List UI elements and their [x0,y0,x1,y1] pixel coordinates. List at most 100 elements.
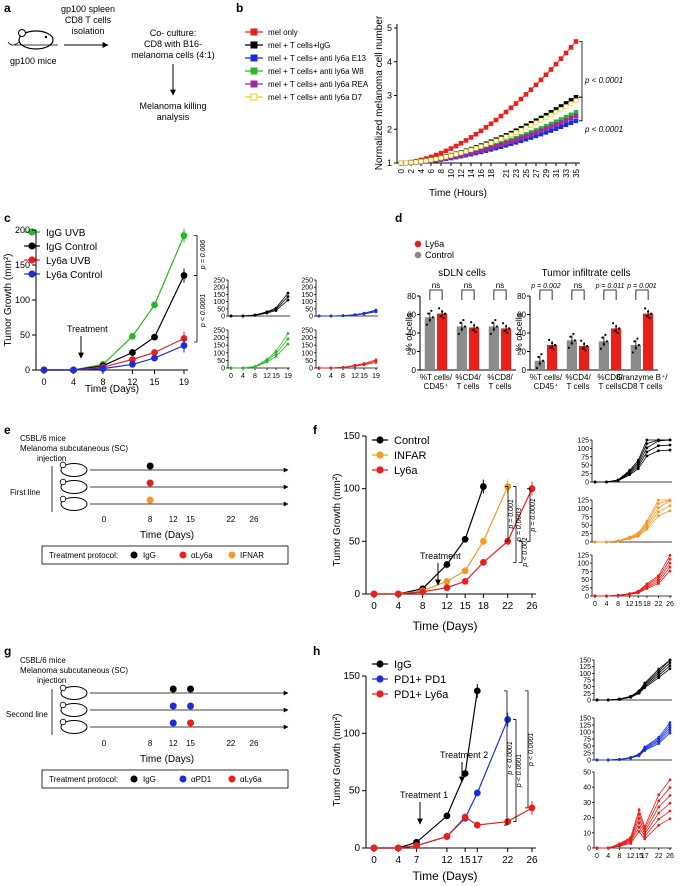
d-dot [551,341,554,345]
b-point [443,154,449,160]
f-pvalue: p = 0.001 [508,499,515,529]
h-legend-marker [376,690,384,698]
f-small-curve [595,439,670,483]
c-small-multiples: 0501001502002500501001502002500501001502… [213,278,380,381]
h-small-ytick-label: 20 [583,815,591,822]
h-small-point [618,697,621,701]
h-small-ytick-label: 125 [579,664,591,671]
f-sig-bracket [513,486,517,563]
h-small-ytick-label: 150 [579,658,591,665]
f-small-point [657,506,660,510]
f-small-point [657,510,660,514]
b-point [398,160,404,166]
f-point [461,577,469,585]
g-treatment-dot [169,719,177,727]
c-small-ytick-label: 50 [217,306,225,313]
f-xtick-label: 12 [441,601,453,612]
c-xtick-label: 4 [71,377,76,387]
h-small-xtick-label: 17 [641,853,649,860]
c-small-ytick-label: 50 [305,306,313,313]
h-small-xtick-label: 22 [655,853,663,860]
h-small-point [668,728,672,732]
d-ytick-label: 20 [517,348,526,357]
d-dot [439,315,442,318]
e-protocol-igg: IgG [143,551,156,560]
b-point [568,45,574,50]
f-small-point [645,446,649,450]
b-point [568,101,574,106]
c-small-point [353,363,357,367]
c-series-line [44,344,185,371]
h-small-point [657,793,661,797]
h-small-multiples: 0255075100125150025507510012515001020304… [579,658,674,861]
e-axis-tick-label: 26 [250,515,259,524]
h-small-point [657,823,661,827]
g-protocol-marker-igg [130,775,138,783]
c-ytick-label: 0 [25,365,30,375]
b-point [463,138,469,143]
g-protocol-igg: IgG [143,775,156,784]
c-small-point [374,308,378,312]
f-small-point [605,540,608,544]
panel-a: a gp100 mice gp100 spleen CD8 T cells is… [4,1,215,122]
h-small-point [637,817,641,820]
c-point [129,349,136,356]
b-pvalue-2: p < 0.0001 [584,125,623,134]
c-small-point [317,314,321,318]
f-pvalue: p = 0.0001 [530,498,537,532]
c-small-ytick-label: 150 [213,343,225,350]
h-point [461,813,469,821]
panel-c: c IgG UVB IgG Control Ly6a UVB Ly6a Control… [3,211,380,395]
d-subtitle-sdln: sDLN cells [438,268,486,279]
f-treatment-label: Treatment [420,551,461,561]
e-mouse-icon [60,497,88,511]
f-small-ytick-label: 75 [581,454,589,461]
b-point [558,124,564,130]
c-small-curve [319,359,377,369]
mouse-label: gp100 mice [10,56,57,66]
f-small-point [636,531,640,535]
f-small-ytick-label: 25 [581,531,589,538]
h-small-point [657,735,661,739]
b-xtick-label: 33 [562,168,571,177]
e-protocol-ly6a: αLy6a [191,551,213,560]
h-legend-label: IgG [394,659,412,671]
f-small-point [636,589,640,593]
d-pvalue: ns [464,281,472,290]
b-point [408,160,414,165]
h-legend-label: PD1+ Ly6a [394,689,449,701]
b-ytick-label: 2 [387,124,392,134]
h-small-point [657,811,661,815]
e-axis-tick-label: 8 [148,515,153,524]
f-point [443,561,451,568]
d-ytick-label: 60 [407,311,416,320]
d-sig-bracket [603,289,617,300]
b-point [488,145,494,151]
d-dot [444,312,447,315]
b-sig-bracket [579,41,583,98]
h-small-point [657,799,661,803]
h-small-point [668,786,672,790]
b-point [503,134,509,140]
b-point [548,67,554,72]
panel-label-e: e [4,423,11,437]
mouse-icon [7,29,58,50]
d-bar-control [424,317,435,370]
panel-label-h: h [313,644,320,658]
e-axis-tick-label: 12 [169,515,178,524]
c-small-xtick-label: 15 [272,373,280,380]
h-small-ytick-label: 25 [583,691,591,698]
b-legend-marker [250,80,258,88]
f-xtick-label: 0 [371,601,377,612]
d-bar-ly6a [643,313,654,370]
e-header-3: injection [37,454,66,463]
d-dot [581,347,584,350]
legend-marker-control [414,251,422,259]
c-small-ytick-label: 100 [213,299,225,306]
g-treatment-dot [187,719,195,727]
h-ytick-label: 150 [343,671,360,682]
h-small-point [637,830,641,833]
f-small-point [636,465,640,469]
f-ytick-label: 0 [354,589,360,600]
